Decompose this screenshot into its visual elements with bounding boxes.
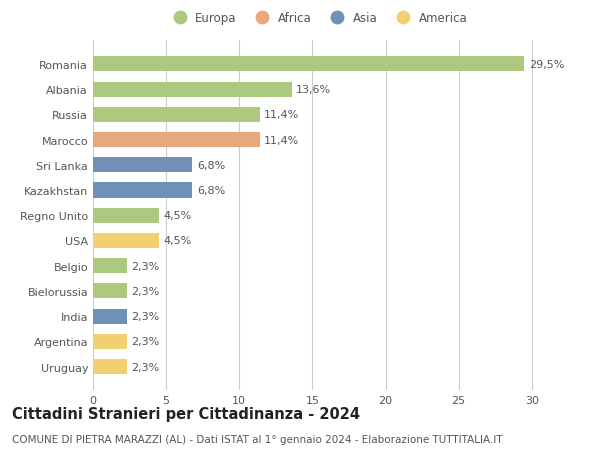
Text: Cittadini Stranieri per Cittadinanza - 2024: Cittadini Stranieri per Cittadinanza - 2… xyxy=(12,406,360,421)
Text: 2,3%: 2,3% xyxy=(131,311,159,321)
Legend: Europa, Africa, Asia, America: Europa, Africa, Asia, America xyxy=(163,7,472,29)
Bar xyxy=(93,208,159,223)
Bar xyxy=(93,233,159,248)
Bar xyxy=(93,82,292,97)
Text: 2,3%: 2,3% xyxy=(131,261,159,271)
Text: 2,3%: 2,3% xyxy=(131,336,159,347)
Text: 29,5%: 29,5% xyxy=(529,60,564,70)
Bar xyxy=(93,258,127,274)
Text: 2,3%: 2,3% xyxy=(131,286,159,296)
Text: COMUNE DI PIETRA MARAZZI (AL) - Dati ISTAT al 1° gennaio 2024 - Elaborazione TUT: COMUNE DI PIETRA MARAZZI (AL) - Dati IST… xyxy=(12,434,503,444)
Text: 2,3%: 2,3% xyxy=(131,362,159,372)
Text: 4,5%: 4,5% xyxy=(163,211,191,221)
Text: 4,5%: 4,5% xyxy=(163,236,191,246)
Bar xyxy=(93,158,193,173)
Text: 6,8%: 6,8% xyxy=(197,160,225,170)
Bar xyxy=(93,183,193,198)
Bar xyxy=(93,284,127,299)
Bar xyxy=(93,133,260,148)
Text: 6,8%: 6,8% xyxy=(197,185,225,196)
Text: 13,6%: 13,6% xyxy=(296,85,331,95)
Bar xyxy=(93,359,127,374)
Bar xyxy=(93,309,127,324)
Text: 11,4%: 11,4% xyxy=(264,135,299,145)
Bar xyxy=(93,107,260,123)
Text: 11,4%: 11,4% xyxy=(264,110,299,120)
Bar xyxy=(93,57,524,72)
Bar xyxy=(93,334,127,349)
